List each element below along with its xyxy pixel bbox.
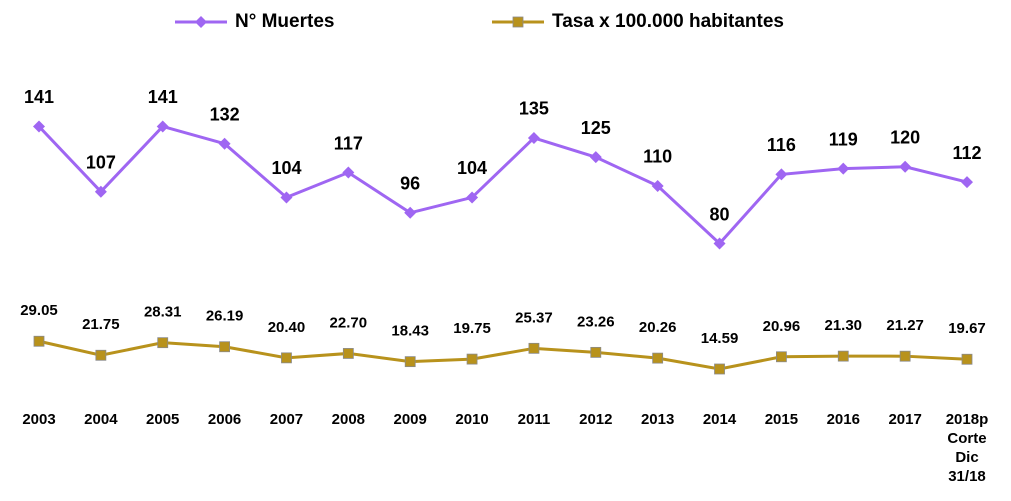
data-label: 29.05 — [20, 302, 58, 319]
x-tick-label: 2016 — [826, 411, 860, 428]
data-label: 110 — [643, 147, 672, 167]
data-label: 80 — [710, 204, 730, 224]
point — [961, 176, 973, 189]
data-label: 14.59 — [701, 330, 739, 347]
x-tick-label: 2009 — [393, 411, 427, 428]
legend-label: N° Muertes — [235, 11, 334, 32]
data-label: 141 — [24, 87, 54, 107]
data-label: 22.70 — [330, 314, 368, 331]
point — [466, 191, 479, 204]
point — [837, 350, 849, 362]
data-label: 19.67 — [948, 320, 986, 337]
legend-marker — [195, 16, 207, 28]
point — [775, 168, 788, 181]
data-label: 96 — [400, 174, 420, 194]
point — [528, 342, 540, 354]
point — [281, 352, 292, 364]
point — [776, 351, 787, 363]
data-label: 18.43 — [391, 323, 429, 340]
point — [404, 206, 417, 219]
point — [961, 353, 973, 365]
x-tick-label: 2007 — [269, 411, 304, 428]
x-tick-label: 2017 — [888, 411, 922, 428]
point — [837, 162, 850, 175]
point — [33, 120, 45, 133]
point — [713, 237, 726, 250]
point — [280, 191, 293, 204]
point — [95, 349, 107, 361]
data-label: 112 — [952, 143, 981, 163]
data-label: 120 — [890, 128, 920, 148]
x-tick-label: 2010 — [455, 411, 489, 428]
data-label: 23.26 — [577, 313, 615, 330]
point — [652, 352, 664, 364]
data-label: 20.40 — [268, 319, 306, 336]
data-label: 119 — [829, 129, 858, 149]
x-tick-label: 2004 — [84, 411, 118, 428]
x-tick-label: 2013 — [640, 411, 675, 428]
data-label: 26.19 — [206, 308, 244, 325]
data-label: 25.37 — [515, 309, 553, 326]
data-label: 135 — [519, 99, 549, 119]
point — [342, 348, 354, 359]
x-tick-label: 2012 — [579, 411, 613, 428]
point — [899, 350, 911, 362]
x-tick-label: 2014 — [702, 411, 737, 428]
point — [466, 353, 478, 365]
point — [219, 341, 231, 353]
data-label: 132 — [210, 104, 240, 124]
x-tick-label: 2011 — [517, 411, 551, 428]
point — [342, 166, 355, 179]
data-label: 116 — [767, 135, 796, 155]
series-line — [37, 124, 968, 246]
point — [404, 356, 416, 368]
series-line — [38, 339, 968, 371]
x-tick-label: 2006 — [207, 411, 242, 428]
point — [218, 137, 231, 150]
legend-marker — [512, 16, 524, 28]
data-label: 117 — [334, 133, 363, 153]
x-tick-label: 2018p Corte Dic 31/18 — [945, 411, 989, 485]
data-label: 125 — [581, 118, 611, 138]
point — [33, 335, 45, 347]
x-tick-label: 2003 — [22, 411, 56, 428]
point — [714, 363, 725, 375]
point — [527, 131, 540, 144]
point — [899, 160, 912, 173]
data-label: 21.27 — [886, 317, 924, 334]
data-label: 141 — [148, 87, 178, 107]
point — [590, 346, 602, 358]
point — [651, 179, 664, 192]
data-label: 28.31 — [144, 304, 182, 321]
point — [157, 337, 169, 349]
legend-label: Tasa x 100.000 habitantes — [552, 11, 784, 32]
data-label: 21.75 — [82, 316, 120, 333]
data-label: 107 — [86, 152, 116, 172]
point — [94, 185, 107, 198]
data-label: 104 — [271, 158, 301, 178]
x-tick-label: 2015 — [764, 411, 799, 428]
data-label: 20.26 — [639, 319, 677, 336]
data-label: 104 — [457, 158, 487, 178]
data-label: 20.96 — [763, 318, 801, 335]
x-tick-label: 2005 — [146, 411, 180, 428]
x-tick-label: 2008 — [331, 411, 366, 428]
data-label: 19.75 — [453, 320, 491, 337]
point — [156, 120, 169, 133]
data-label: 21.30 — [824, 317, 862, 334]
point — [589, 151, 602, 164]
